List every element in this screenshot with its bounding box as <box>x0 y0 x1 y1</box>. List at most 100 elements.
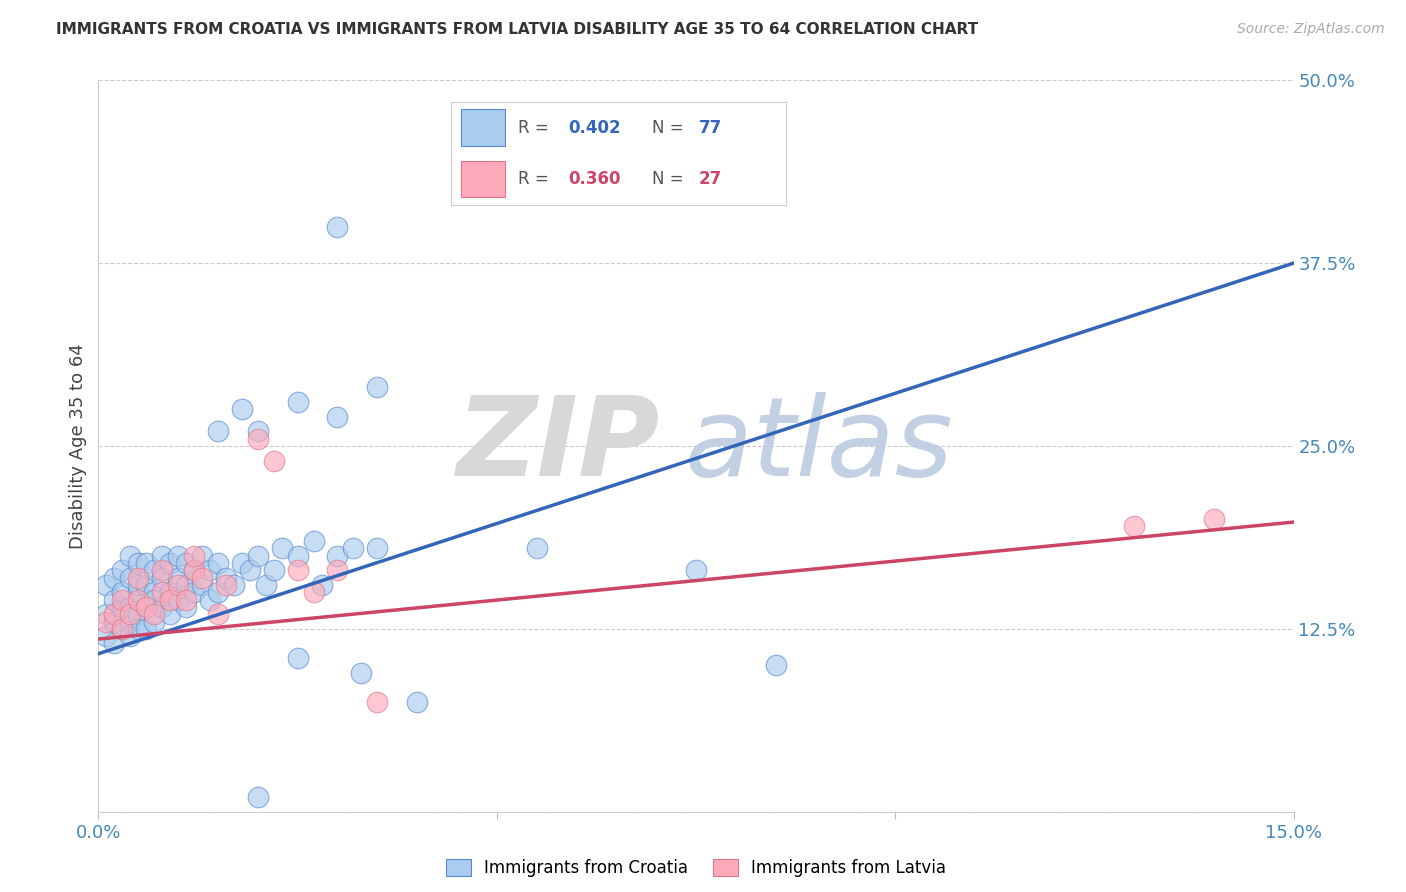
Point <box>111 563 134 577</box>
Point <box>183 549 205 563</box>
Point <box>326 219 349 234</box>
Point <box>111 622 134 636</box>
Point <box>207 556 229 570</box>
Point <box>150 585 173 599</box>
Point <box>135 599 157 614</box>
Point <box>103 607 125 622</box>
Point <box>183 585 205 599</box>
Point <box>174 592 197 607</box>
Point <box>215 578 238 592</box>
Point <box>120 615 142 629</box>
Point <box>215 571 238 585</box>
Legend: Immigrants from Croatia, Immigrants from Latvia: Immigrants from Croatia, Immigrants from… <box>439 853 953 884</box>
Point <box>159 607 181 622</box>
Point <box>120 571 142 585</box>
Point <box>159 585 181 599</box>
Point <box>183 563 205 577</box>
Point <box>366 380 388 394</box>
Point <box>143 585 166 599</box>
Point <box>127 622 149 636</box>
Point <box>765 658 787 673</box>
Point <box>191 549 214 563</box>
Point <box>127 585 149 599</box>
Point <box>127 556 149 570</box>
Point <box>685 563 707 577</box>
Point <box>287 651 309 665</box>
Point <box>263 453 285 467</box>
Point <box>143 592 166 607</box>
Point <box>174 599 197 614</box>
Point <box>111 592 134 607</box>
Point <box>167 592 190 607</box>
Point <box>207 607 229 622</box>
Point <box>526 541 548 556</box>
Point <box>246 425 269 439</box>
Point <box>127 607 149 622</box>
Point <box>191 578 214 592</box>
Point <box>183 563 205 577</box>
Point <box>120 549 142 563</box>
Point <box>302 585 325 599</box>
Point <box>120 607 142 622</box>
Point <box>1202 512 1225 526</box>
Point <box>127 571 149 585</box>
Point <box>198 563 221 577</box>
Point <box>96 629 118 643</box>
Point <box>96 607 118 622</box>
Point <box>120 599 142 614</box>
Point <box>222 578 245 592</box>
Point <box>143 563 166 577</box>
Point <box>135 622 157 636</box>
Point <box>135 578 157 592</box>
Point <box>127 578 149 592</box>
Point <box>103 592 125 607</box>
Text: ZIP: ZIP <box>457 392 661 500</box>
Point <box>231 402 253 417</box>
Point <box>350 665 373 680</box>
Point <box>287 549 309 563</box>
Point <box>135 599 157 614</box>
Point <box>246 790 269 805</box>
Point <box>263 563 285 577</box>
Point <box>254 578 277 592</box>
Point <box>143 607 166 622</box>
Text: IMMIGRANTS FROM CROATIA VS IMMIGRANTS FROM LATVIA DISABILITY AGE 35 TO 64 CORREL: IMMIGRANTS FROM CROATIA VS IMMIGRANTS FR… <box>56 22 979 37</box>
Point <box>167 571 190 585</box>
Point <box>167 549 190 563</box>
Point <box>1123 519 1146 533</box>
Point <box>326 409 349 424</box>
Point <box>246 432 269 446</box>
Point <box>135 556 157 570</box>
Point <box>287 563 309 577</box>
Point <box>366 695 388 709</box>
Point <box>111 622 134 636</box>
Point <box>231 556 253 570</box>
Point <box>167 578 190 592</box>
Point <box>143 615 166 629</box>
Point <box>239 563 262 577</box>
Point <box>302 534 325 549</box>
Point <box>174 556 197 570</box>
Y-axis label: Disability Age 35 to 64: Disability Age 35 to 64 <box>69 343 87 549</box>
Point <box>366 541 388 556</box>
Point <box>287 395 309 409</box>
Point <box>174 578 197 592</box>
Point <box>326 563 349 577</box>
Point <box>127 592 149 607</box>
Point <box>406 695 429 709</box>
Point <box>150 571 173 585</box>
Point <box>198 592 221 607</box>
Point <box>103 571 125 585</box>
Point <box>191 571 214 585</box>
Point <box>270 541 292 556</box>
Point <box>207 585 229 599</box>
Point <box>159 556 181 570</box>
Point <box>326 549 349 563</box>
Point <box>120 629 142 643</box>
Point <box>96 615 118 629</box>
Point <box>311 578 333 592</box>
Point <box>150 599 173 614</box>
Text: atlas: atlas <box>685 392 953 500</box>
Point <box>111 585 134 599</box>
Point <box>103 615 125 629</box>
